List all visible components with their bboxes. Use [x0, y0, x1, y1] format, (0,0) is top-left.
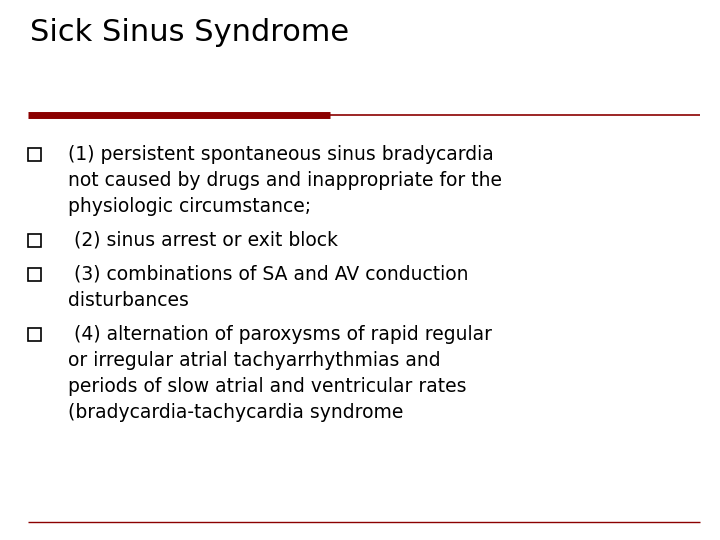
Text: not caused by drugs and inappropriate for the: not caused by drugs and inappropriate fo… [68, 171, 502, 190]
Bar [28, 328, 41, 341]
Text: physiologic circumstance;: physiologic circumstance; [68, 197, 311, 216]
Bar [28, 148, 41, 161]
Text: (2) sinus arrest or exit block: (2) sinus arrest or exit block [68, 231, 338, 250]
Text: (3) combinations of SA and AV conduction: (3) combinations of SA and AV conduction [68, 265, 469, 284]
Text: (bradycardia-tachycardia syndrome: (bradycardia-tachycardia syndrome [68, 403, 403, 422]
Text: periods of slow atrial and ventricular rates: periods of slow atrial and ventricular r… [68, 377, 467, 396]
Text: disturbances: disturbances [68, 291, 189, 310]
Bar [28, 234, 41, 247]
Text: (1) persistent spontaneous sinus bradycardia: (1) persistent spontaneous sinus bradyca… [68, 145, 494, 164]
Bar [28, 268, 41, 281]
Text: or irregular atrial tachyarrhythmias and: or irregular atrial tachyarrhythmias and [68, 351, 441, 370]
Text: Sick Sinus Syndrome: Sick Sinus Syndrome [30, 18, 349, 47]
Text: (4) alternation of paroxysms of rapid regular: (4) alternation of paroxysms of rapid re… [68, 325, 492, 344]
